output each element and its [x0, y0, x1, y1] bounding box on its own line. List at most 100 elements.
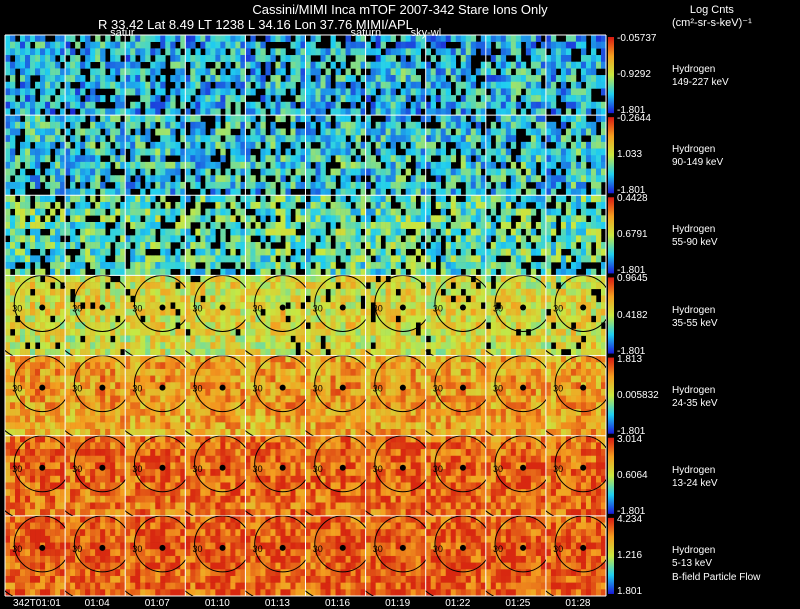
heatmap-cell	[190, 242, 196, 250]
heatmap-cell	[120, 228, 126, 236]
heatmap-cell	[205, 228, 211, 236]
heatmap-cell	[445, 248, 452, 256]
heatmap-cell	[225, 268, 231, 276]
heatmap-cell	[240, 88, 246, 96]
heatmap-cell	[165, 135, 171, 143]
heatmap-cell	[220, 288, 226, 296]
heatmap-cell	[265, 328, 271, 336]
heatmap-cell	[35, 362, 41, 370]
heatmap-cell	[400, 68, 406, 76]
heatmap-cell	[475, 148, 482, 156]
heatmap-cell	[530, 135, 537, 143]
heatmap-cell	[475, 302, 482, 310]
heatmap-cell	[200, 128, 206, 136]
heatmap-cell	[190, 215, 196, 223]
heatmap-cell	[160, 41, 166, 49]
heatmap-cell	[565, 175, 572, 183]
heatmap-cell	[275, 322, 281, 330]
heatmap-cell	[20, 275, 26, 283]
heatmap-cell	[60, 255, 66, 263]
heatmap-cell	[85, 388, 91, 396]
heatmap-cell	[165, 335, 171, 343]
heatmap-cell	[285, 228, 291, 236]
heatmap-cell	[145, 315, 151, 323]
heatmap-cell	[410, 275, 416, 283]
heatmap-cell	[25, 81, 31, 89]
heatmap-cell	[85, 302, 91, 310]
heatmap-cell	[50, 68, 56, 76]
heatmap-cell	[95, 409, 101, 416]
heatmap-cell	[555, 61, 562, 69]
heatmap-cell	[255, 128, 261, 136]
heatmap-cell	[540, 101, 547, 109]
heatmap-cell	[415, 121, 421, 129]
heatmap-cell	[245, 81, 251, 89]
heatmap-cell	[460, 342, 467, 350]
heatmap-cell	[455, 135, 462, 143]
heatmap-cell	[420, 128, 426, 136]
heatmap-cell	[570, 75, 577, 83]
heatmap-cell	[15, 375, 21, 383]
heatmap-cell	[20, 402, 26, 410]
heatmap-cell	[580, 181, 587, 189]
heatmap-cell	[35, 135, 41, 143]
heatmap-cell	[130, 75, 136, 83]
heatmap-cell	[215, 81, 221, 89]
heatmap-cell	[325, 208, 331, 216]
heatmap-cell	[155, 322, 161, 330]
heatmap-cell	[515, 35, 522, 42]
heatmap-cell	[15, 368, 21, 376]
heatmap-cell	[450, 135, 457, 143]
heatmap-cell	[225, 141, 231, 149]
heatmap-cell	[320, 255, 326, 263]
heatmap-cell	[35, 429, 41, 437]
heatmap-cell	[230, 328, 236, 336]
heatmap-cell	[550, 161, 557, 169]
heatmap-cell	[305, 208, 311, 216]
heatmap-cell	[485, 148, 492, 156]
heatmap-cell	[330, 282, 336, 290]
heatmap-cell	[250, 275, 256, 283]
heatmap-cell	[235, 35, 241, 42]
heatmap-cell	[100, 75, 106, 83]
heatmap-cell	[410, 41, 416, 49]
heatmap-cell	[470, 81, 477, 89]
heatmap-cell	[120, 208, 126, 216]
heatmap-cell	[500, 75, 507, 83]
heatmap-cell	[35, 141, 41, 149]
heatmap-cell	[300, 55, 306, 63]
heatmap-cell	[100, 61, 106, 69]
heatmap-cell	[390, 175, 396, 183]
heatmap-cell	[70, 368, 76, 376]
heatmap-cell	[95, 395, 101, 403]
heatmap-cell	[280, 161, 286, 169]
heatmap-cell	[125, 161, 131, 169]
heatmap-cell	[50, 388, 56, 396]
heatmap-cell	[455, 348, 462, 356]
heatmap-cell	[460, 235, 467, 243]
heatmap-cell	[75, 409, 81, 416]
heatmap-cell	[40, 362, 46, 370]
heatmap-cell	[260, 335, 266, 343]
heatmap-cells	[5, 35, 607, 597]
heatmap-cell	[510, 262, 517, 270]
heatmap-cell	[380, 322, 386, 330]
heatmap-cell	[275, 302, 281, 310]
heatmap-cell	[230, 335, 236, 343]
heatmap-cell	[440, 48, 447, 56]
heatmap-cell	[305, 302, 311, 310]
heatmap-cell	[25, 235, 31, 243]
heatmap-cell	[70, 409, 76, 416]
heatmap-cell	[485, 95, 492, 103]
heatmap-cell	[565, 255, 572, 263]
heatmap-cell	[445, 302, 452, 310]
heatmap-cell	[225, 181, 231, 189]
heatmap-cell	[140, 168, 146, 176]
heatmap-cell	[350, 108, 356, 116]
heatmap-cell	[535, 101, 542, 109]
heatmap-cell	[45, 282, 51, 290]
heatmap-cell	[90, 48, 96, 56]
heatmap-cell	[540, 348, 547, 356]
heatmap-cell	[315, 282, 321, 290]
heatmap-cell	[20, 295, 26, 303]
